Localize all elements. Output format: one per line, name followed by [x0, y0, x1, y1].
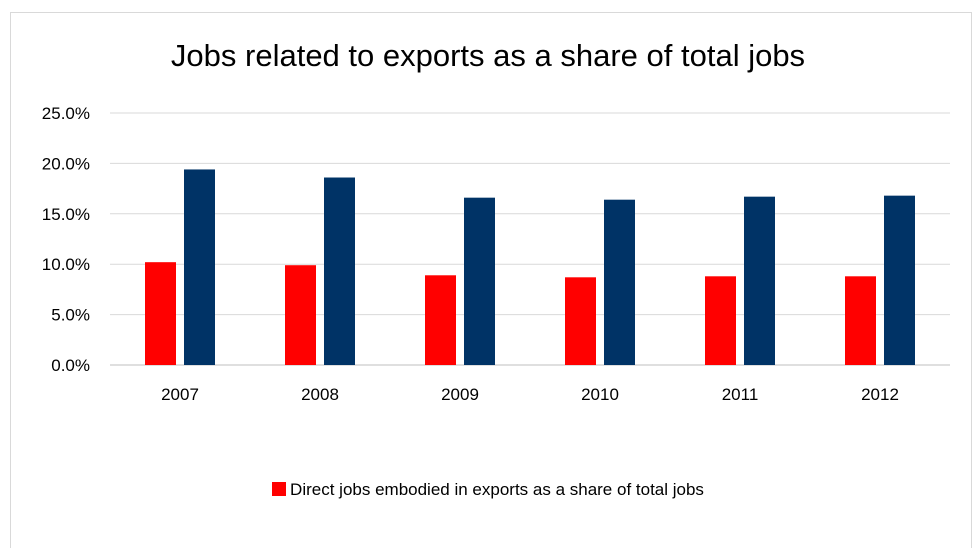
bar-series-2 [744, 196, 775, 365]
bar-direct-jobs [145, 262, 176, 365]
bar-series-2 [184, 169, 215, 365]
x-tick-label: 2009 [441, 385, 479, 404]
legend: Direct jobs embodied in exports as a sha… [0, 480, 976, 500]
bar-direct-jobs [285, 265, 316, 365]
y-tick-label: 15.0% [42, 205, 90, 224]
bar-direct-jobs [845, 276, 876, 365]
bar-series-2 [604, 199, 635, 365]
y-tick-label: 10.0% [42, 255, 90, 274]
y-tick-label: 5.0% [51, 306, 90, 325]
x-tick-label: 2008 [301, 385, 339, 404]
y-tick-label: 0.0% [51, 356, 90, 375]
x-tick-label: 2007 [161, 385, 199, 404]
bar-series-2 [324, 177, 355, 365]
x-tick-label: 2010 [581, 385, 619, 404]
legend-swatch-direct-jobs [272, 482, 287, 496]
bar-direct-jobs [425, 275, 456, 365]
y-tick-label: 25.0% [42, 104, 90, 123]
x-tick-label: 2012 [861, 385, 899, 404]
legend-label-direct-jobs: Direct jobs embodied in exports as a sha… [290, 480, 704, 499]
bar-direct-jobs [705, 276, 736, 365]
chart-title: Jobs related to exports as a share of to… [170, 38, 806, 73]
x-tick-label: 2011 [722, 385, 759, 404]
bar-series-2 [464, 197, 495, 365]
y-tick-label: 20.0% [42, 154, 90, 173]
bar-series-2 [884, 195, 915, 365]
bar-direct-jobs [565, 277, 596, 365]
